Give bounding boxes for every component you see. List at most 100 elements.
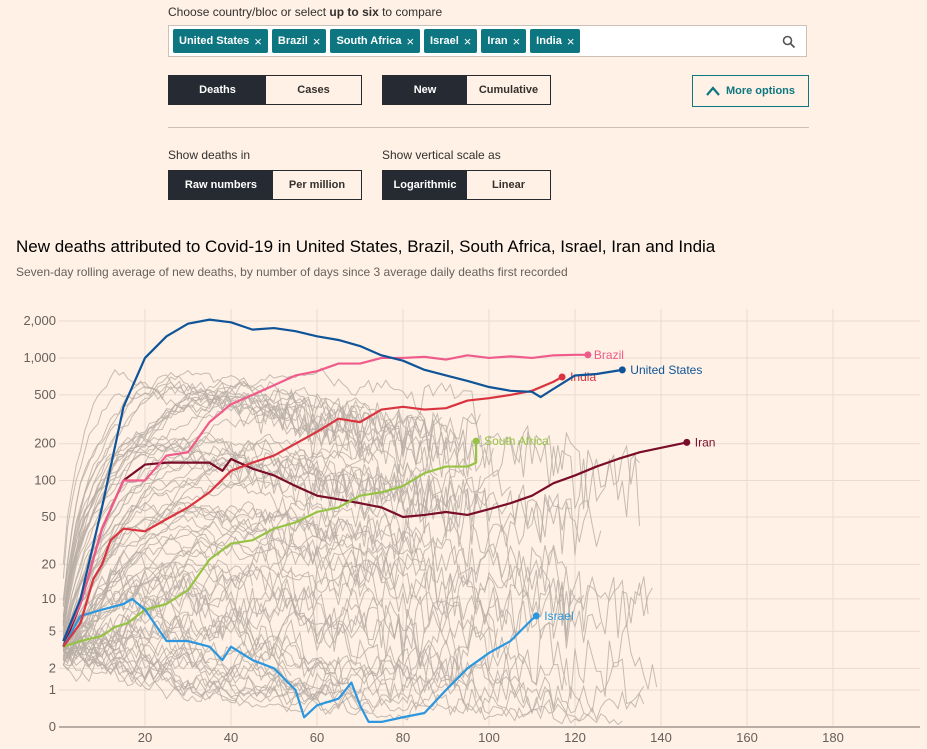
metric-toggle: Deaths Cases <box>168 75 362 105</box>
series-end-dot <box>618 366 626 374</box>
raw-numbers-button[interactable]: Raw numbers <box>169 171 273 199</box>
country-prompt: Choose country/bloc or select up to six … <box>168 5 442 19</box>
y-tick-label: 1,000 <box>23 350 56 365</box>
x-tick-label: 80 <box>396 730 410 745</box>
country-chip[interactable]: Iran × <box>481 29 527 53</box>
country-chip[interactable]: United States × <box>173 29 268 53</box>
show-deaths-label: Show deaths in <box>168 148 251 162</box>
search-icon[interactable] <box>782 35 796 49</box>
remove-chip-icon[interactable]: × <box>406 33 415 49</box>
background-country-line <box>63 625 645 721</box>
chip-label: South Africa <box>336 35 402 47</box>
chip-label: India <box>536 35 562 47</box>
background-country-line <box>62 501 567 640</box>
chip-label: Iran <box>487 35 508 47</box>
prompt-bold: up to six <box>329 5 379 19</box>
more-options-button[interactable]: More options <box>692 75 809 107</box>
series-end-dot <box>584 351 592 359</box>
chip-label: United States <box>179 35 250 47</box>
background-country-line <box>62 381 365 602</box>
prompt-text-end: to compare <box>378 5 443 19</box>
series-end-dot <box>532 612 540 620</box>
x-tick-label: 20 <box>138 730 152 745</box>
background-country-line <box>62 529 400 650</box>
cases-button[interactable]: Cases <box>266 76 361 104</box>
series-label: Iran <box>695 435 716 449</box>
more-options-label: More options <box>725 85 796 97</box>
background-country-line <box>62 435 602 641</box>
background-country-line <box>63 617 477 699</box>
background-country-line <box>62 546 210 652</box>
x-tick-label: 120 <box>564 730 586 745</box>
background-country-line <box>62 439 511 646</box>
background-country-line <box>62 570 378 652</box>
background-country-line <box>62 385 430 579</box>
background-country-line <box>63 631 585 722</box>
x-tick-label: 40 <box>224 730 238 745</box>
remove-chip-icon[interactable]: × <box>566 33 575 49</box>
background-country-line <box>62 484 421 647</box>
y-tick-label: 2 <box>49 660 56 675</box>
background-country-line <box>62 555 210 665</box>
series-label: Israel <box>544 609 573 623</box>
y-tick-label: 20 <box>42 556 56 571</box>
x-tick-label: 140 <box>650 730 672 745</box>
background-country-line <box>62 455 456 638</box>
chart-title: New deaths attributed to Covid-19 in Uni… <box>16 237 716 256</box>
x-tick-label: 60 <box>310 730 324 745</box>
background-country-line <box>62 368 477 565</box>
background-country-line <box>62 568 658 699</box>
series-line-united-states <box>62 318 623 642</box>
y-tick-label: 200 <box>34 436 56 451</box>
background-country-line <box>62 395 494 622</box>
series-line-brazil <box>62 353 588 642</box>
country-chip[interactable]: Brazil × <box>271 29 327 53</box>
y-tick-label: 2,000 <box>23 313 56 328</box>
background-country-line <box>63 514 425 652</box>
logarithmic-button[interactable]: Logarithmic <box>383 171 467 199</box>
background-country-line <box>63 528 585 654</box>
remove-chip-icon[interactable]: × <box>312 33 321 49</box>
chevron-up-icon <box>706 86 720 96</box>
series-label: Brazil <box>594 348 624 362</box>
background-country-line <box>62 444 589 636</box>
remove-chip-icon[interactable]: × <box>512 33 521 49</box>
scale-label: Show vertical scale as <box>382 148 501 162</box>
x-tick-label: 100 <box>478 730 500 745</box>
background-country-line <box>62 456 408 650</box>
series-line-south-africa <box>62 441 478 648</box>
background-country-line <box>62 506 576 649</box>
prompt-text: Choose country/bloc or select <box>168 5 330 19</box>
deaths-button[interactable]: Deaths <box>169 76 266 104</box>
series-end-dot <box>472 437 480 445</box>
y-tick-label: 5 <box>49 623 56 638</box>
country-chip[interactable]: South Africa × <box>330 29 421 53</box>
series-end-dot <box>558 373 566 381</box>
background-country-line <box>62 641 623 726</box>
series-line-iran <box>62 441 688 648</box>
divider <box>168 127 809 128</box>
mode-toggle: New Cumulative <box>382 75 551 105</box>
remove-chip-icon[interactable]: × <box>254 33 262 49</box>
country-chip[interactable]: India × <box>530 29 581 53</box>
y-tick-label: 10 <box>42 591 56 606</box>
x-tick-label: 180 <box>822 730 844 745</box>
series-line-india <box>62 376 563 648</box>
background-country-line <box>62 436 571 622</box>
cumulative-button[interactable]: Cumulative <box>467 76 550 104</box>
chip-list: United States × Brazil × South Africa × Israel… <box>169 26 806 53</box>
y-tick-label: 1 <box>49 682 56 697</box>
new-button[interactable]: New <box>383 76 467 104</box>
chart-subtitle: Seven-day rolling average of new deaths,… <box>16 265 568 279</box>
background-country-line <box>62 380 365 636</box>
background-country-line <box>63 561 370 657</box>
background-country-line <box>62 649 438 712</box>
country-chip[interactable]: Israel × <box>424 29 478 53</box>
per-million-button[interactable]: Per million <box>273 171 361 199</box>
country-search-input[interactable]: United States × Brazil × South Africa × Israel… <box>168 25 807 57</box>
linear-button[interactable]: Linear <box>467 171 550 199</box>
background-country-line <box>62 367 481 624</box>
chip-label: Israel <box>430 35 459 47</box>
remove-chip-icon[interactable]: × <box>463 33 472 49</box>
background-country-line <box>62 503 288 651</box>
